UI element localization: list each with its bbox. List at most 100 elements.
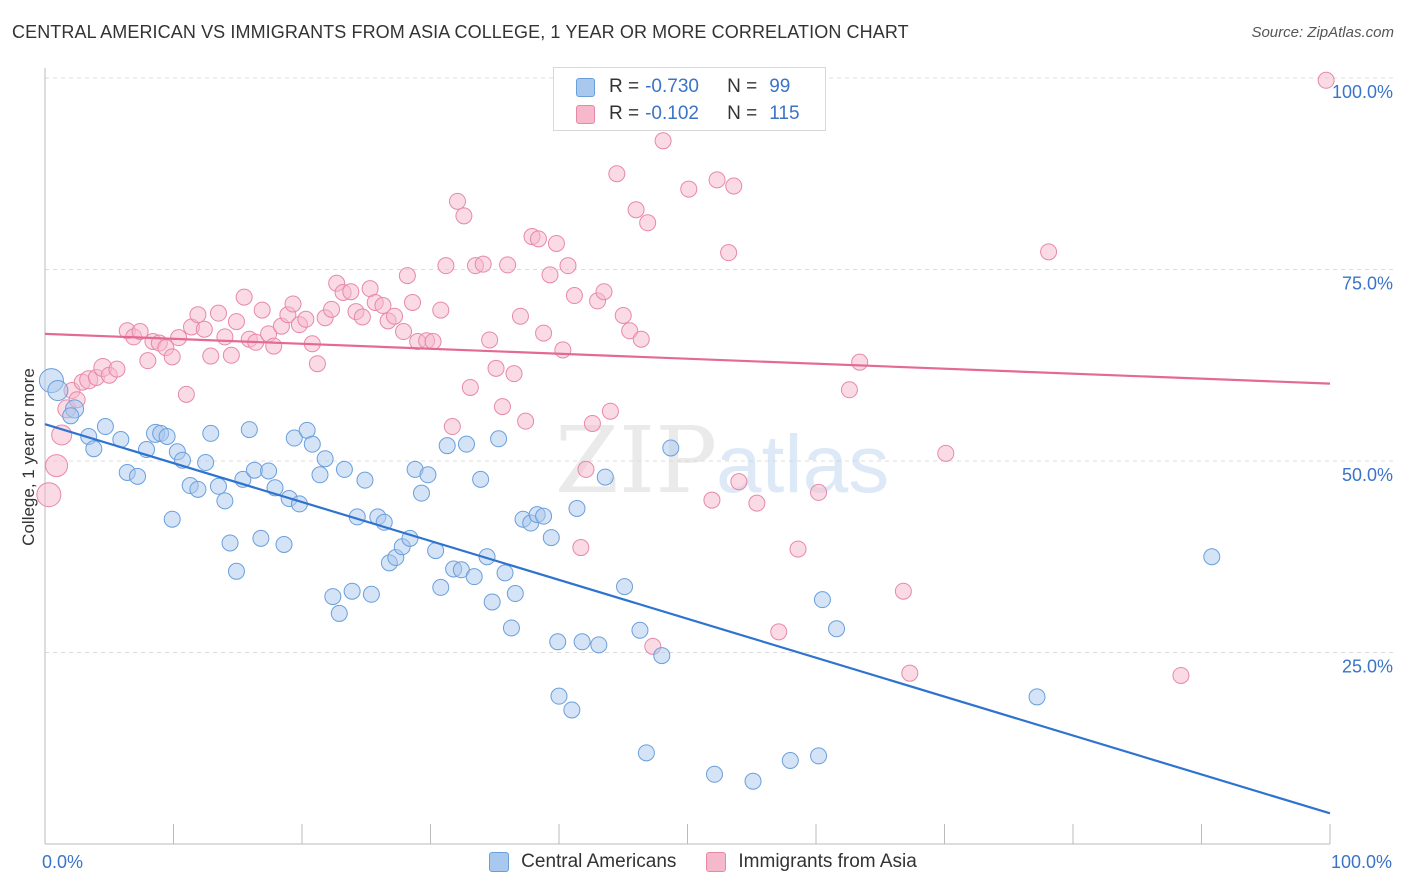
r-value: -0.102 — [645, 103, 699, 124]
data-point-immigrants-from-asia — [395, 323, 413, 341]
data-point-central-americans — [813, 591, 831, 609]
data-point-central-americans — [197, 454, 215, 472]
data-point-immigrants-from-asia — [1172, 666, 1190, 684]
data-point-central-americans — [202, 424, 220, 442]
data-point-immigrants-from-asia — [547, 234, 565, 252]
data-point-immigrants-from-asia — [474, 255, 492, 273]
data-point-immigrants-from-asia — [730, 473, 748, 491]
data-point-immigrants-from-asia — [627, 201, 645, 219]
data-point-immigrants-from-asia — [209, 304, 227, 322]
data-point-immigrants-from-asia — [901, 664, 919, 682]
data-point-central-americans — [705, 765, 723, 783]
data-point-immigrants-from-asia — [725, 177, 743, 195]
data-point-immigrants-from-asia — [222, 346, 240, 364]
data-point-immigrants-from-asia — [189, 306, 207, 324]
data-point-immigrants-from-asia — [342, 283, 360, 301]
legend-item-immigrants-from-asia: Immigrants from Asia — [706, 851, 917, 873]
trend-line-central-americans — [44, 423, 1331, 815]
data-point-central-americans — [245, 461, 263, 479]
data-point-central-americans — [573, 633, 591, 651]
data-point-immigrants-from-asia — [353, 308, 371, 326]
r-label: R = — [609, 103, 640, 124]
data-point-central-americans — [413, 484, 431, 502]
data-point-central-americans — [260, 462, 278, 480]
legend-swatch-blue — [576, 77, 595, 97]
data-point-immigrants-from-asia — [680, 180, 698, 198]
data-point-central-americans — [662, 439, 680, 457]
data-point-immigrants-from-asia — [1317, 71, 1335, 89]
data-point-immigrants-from-asia — [493, 398, 511, 416]
data-point-central-americans — [311, 466, 329, 484]
data-point-immigrants-from-asia — [608, 165, 626, 183]
data-point-immigrants-from-asia — [632, 330, 650, 348]
data-point-immigrants-from-asia — [398, 267, 416, 285]
data-point-central-americans — [129, 467, 147, 485]
series-central-americans — [38, 368, 1221, 790]
x-tick-min: 0.0% — [42, 852, 84, 872]
data-point-central-americans — [810, 747, 828, 765]
data-point-immigrants-from-asia — [517, 412, 535, 430]
data-point-immigrants-from-asia — [554, 341, 572, 359]
data-point-immigrants-from-asia — [131, 323, 149, 341]
data-point-immigrants-from-asia — [163, 348, 181, 366]
data-point-immigrants-from-asia — [511, 307, 529, 325]
data-point-immigrants-from-asia — [437, 257, 455, 275]
data-point-central-americans — [744, 772, 762, 790]
data-point-immigrants-from-asia — [253, 301, 271, 319]
data-point-central-americans — [189, 480, 207, 498]
data-point-immigrants-from-asia — [374, 297, 392, 315]
chart-title: CENTRAL AMERICAN VS IMMIGRANTS FROM ASIA… — [12, 22, 909, 42]
data-point-central-americans — [631, 621, 649, 639]
data-point-central-americans — [209, 477, 227, 495]
r-value: -0.730 — [645, 76, 699, 97]
n-label: N = — [727, 76, 758, 97]
data-point-central-americans — [472, 470, 490, 488]
data-point-immigrants-from-asia — [432, 301, 450, 319]
data-point-immigrants-from-asia — [703, 491, 721, 509]
data-point-central-americans — [483, 593, 501, 611]
data-point-immigrants-from-asia — [297, 310, 315, 328]
data-point-immigrants-from-asia — [424, 333, 442, 351]
data-point-immigrants-from-asia — [621, 322, 639, 340]
data-point-immigrants-from-asia — [481, 331, 499, 349]
data-point-immigrants-from-asia — [108, 360, 126, 378]
data-point-immigrants-from-asia — [937, 444, 955, 462]
data-point-immigrants-from-asia — [443, 418, 461, 436]
data-point-central-americans — [216, 492, 234, 510]
data-point-central-americans — [465, 568, 483, 586]
legend-row-immigrants-from-asia: R = -0.102 N = 115 — [576, 101, 800, 127]
data-point-central-americans — [285, 429, 303, 447]
data-point-central-americans — [550, 687, 568, 705]
data-point-immigrants-from-asia — [195, 320, 213, 338]
data-point-immigrants-from-asia — [1040, 243, 1058, 261]
data-point-central-americans — [362, 585, 380, 603]
y-axis-label: College, 1 year or more — [19, 368, 38, 546]
data-point-immigrants-from-asia — [455, 207, 473, 225]
watermark-atlas: atlas — [716, 419, 889, 510]
data-point-immigrants-from-asia — [235, 288, 253, 306]
data-point-central-americans — [535, 507, 553, 525]
source-label: Source: ZipAtlas.com — [1251, 24, 1394, 41]
axes — [44, 68, 1331, 845]
data-point-immigrants-from-asia — [583, 414, 601, 432]
data-point-central-americans — [252, 529, 270, 547]
data-point-immigrants-from-asia — [565, 287, 583, 305]
data-point-central-americans — [85, 440, 103, 458]
data-point-immigrants-from-asia — [559, 257, 577, 275]
data-point-immigrants-from-asia — [748, 494, 766, 512]
data-point-immigrants-from-asia — [448, 192, 466, 210]
data-point-immigrants-from-asia — [202, 347, 220, 365]
legend-row-central-americans: R = -0.730 N = 99 — [576, 74, 790, 100]
data-point-central-americans — [335, 460, 353, 478]
data-point-immigrants-from-asia — [216, 328, 234, 346]
y-tick-labels: 25.0% 50.0% 75.0% 100.0% — [1332, 82, 1393, 677]
data-point-central-americans — [1028, 688, 1046, 706]
data-point-immigrants-from-asia — [851, 353, 869, 371]
data-point-immigrants-from-asia — [404, 293, 422, 311]
data-point-central-americans — [502, 619, 520, 637]
data-point-central-americans — [343, 582, 361, 600]
data-point-immigrants-from-asia — [284, 295, 302, 313]
series-immigrants-from-asia — [36, 71, 1335, 684]
data-point-immigrants-from-asia — [541, 266, 559, 284]
legend-item-central-americans: Central Americans — [489, 851, 676, 873]
